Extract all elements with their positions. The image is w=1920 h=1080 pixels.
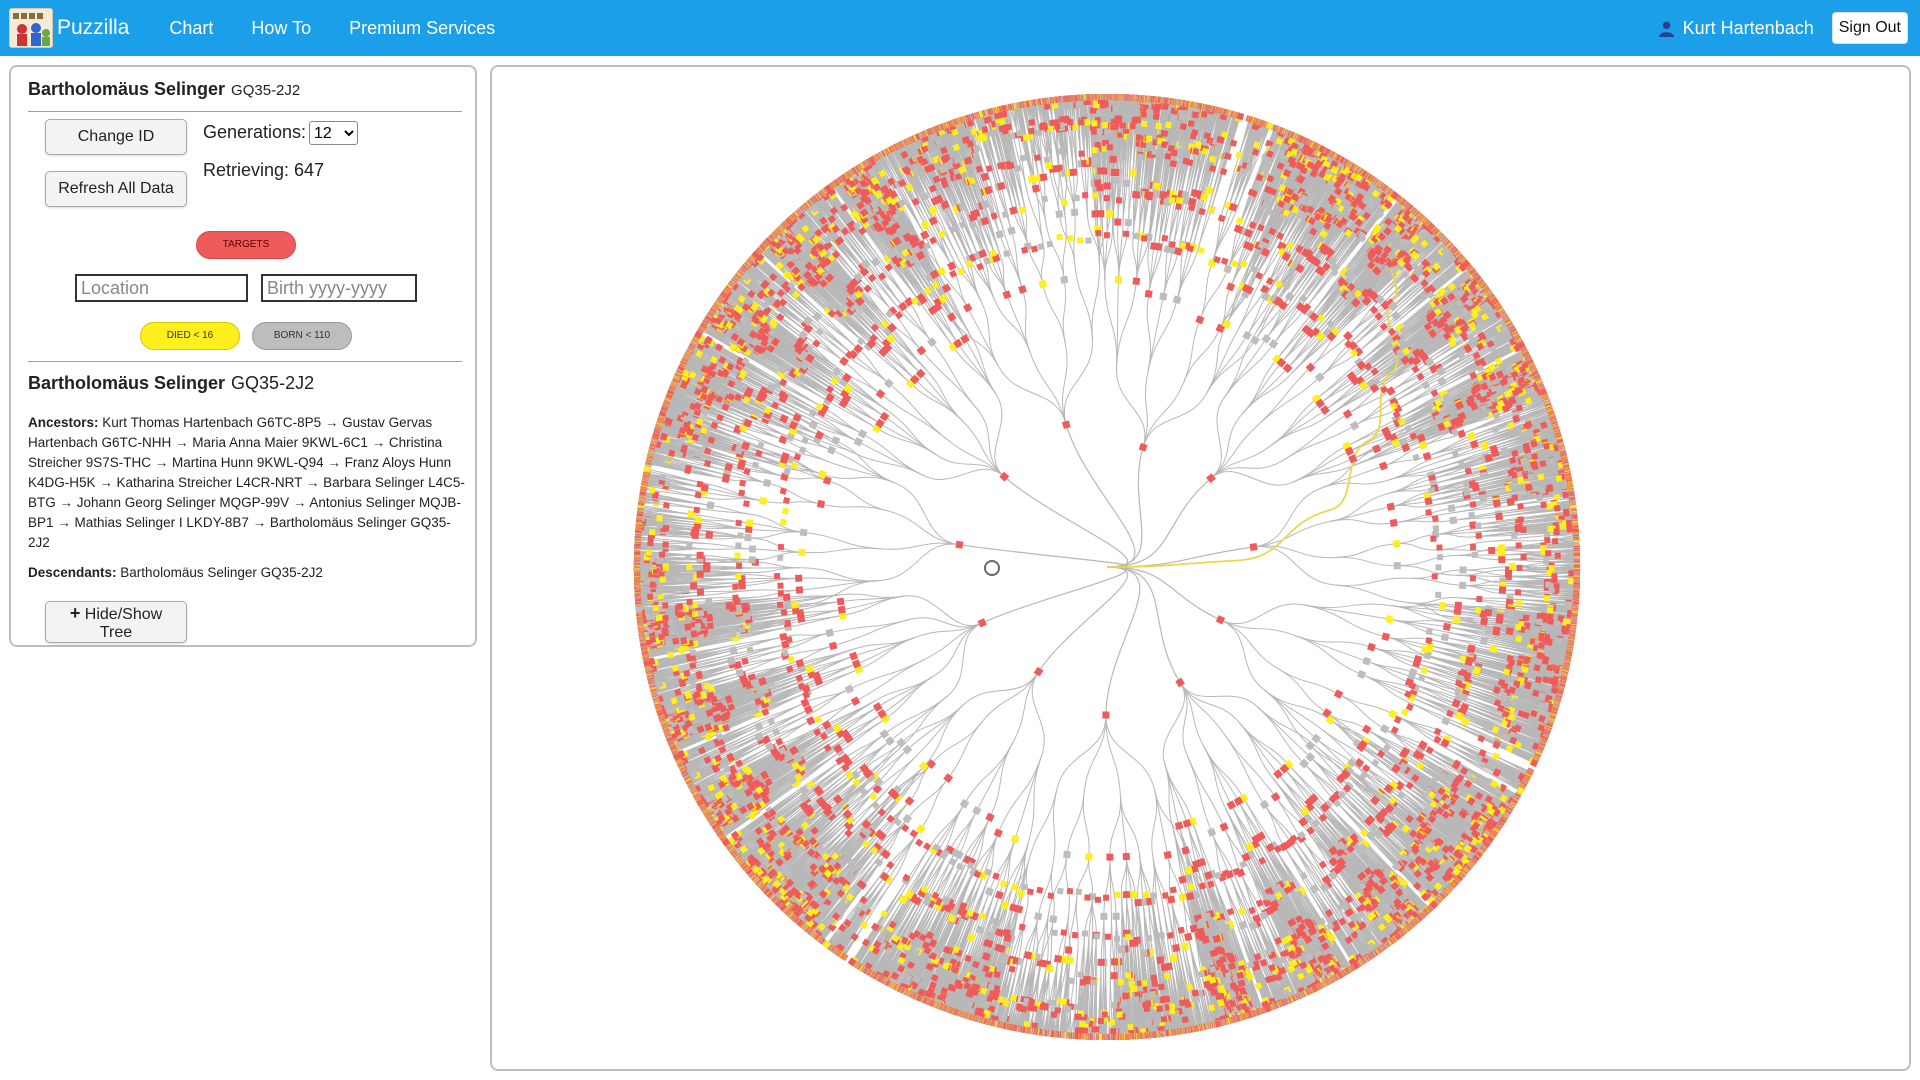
info-panel: Bartholomäus Selinger GQ35-2J2 Change ID …	[9, 65, 477, 647]
tree-link	[701, 590, 755, 592]
user-icon	[1658, 20, 1675, 37]
ancestors-text: Kurt Thomas Hartenbach G6TC-8P5 → Gustav…	[28, 415, 465, 550]
nav-how-to[interactable]: How To	[251, 18, 311, 39]
tree-link	[755, 562, 798, 568]
fan-tree-chart[interactable]	[492, 67, 1909, 1069]
tree-link	[802, 548, 879, 553]
refresh-all-data-button[interactable]: Refresh All Data	[45, 171, 187, 207]
divider	[28, 111, 462, 112]
tree-link	[754, 590, 799, 591]
generations-label: Generations:	[203, 122, 306, 143]
descendants-text: Bartholomäus Selinger GQ35-2J2	[120, 565, 323, 580]
tree-link	[709, 597, 755, 598]
hide-show-tree-label: Hide/Show Tree	[85, 606, 162, 641]
descendants-line: Descendants: Bartholomäus Selinger GQ35-…	[28, 565, 468, 580]
tree-link	[755, 590, 800, 597]
tree-link	[804, 532, 880, 548]
root-person-id: GQ35-2J2	[231, 82, 300, 99]
ancestors-lineage: Ancestors: Kurt Thomas Hartenbach G6TC-8…	[28, 413, 470, 553]
nav-right: Kurt Hartenbach Sign Out	[1658, 0, 1908, 56]
user-menu[interactable]: Kurt Hartenbach	[1658, 18, 1814, 39]
plus-icon: +	[70, 603, 81, 623]
nav-chart[interactable]: Chart	[169, 18, 213, 39]
died-filter-toggle[interactable]: DIED < 16	[140, 322, 240, 350]
top-navbar: Puzzilla Chart How To Premium Services K…	[0, 0, 1920, 56]
brand-name[interactable]: Puzzilla	[57, 16, 129, 40]
tree-link	[752, 552, 802, 560]
targets-toggle[interactable]: TARGETS	[196, 231, 296, 259]
retrieving-status: Retrieving: 647	[203, 160, 324, 181]
born-filter-toggle[interactable]: BORN < 110	[252, 322, 352, 350]
birth-range-input[interactable]	[261, 274, 417, 302]
sign-out-button[interactable]: Sign Out	[1832, 12, 1908, 44]
user-name: Kurt Hartenbach	[1683, 18, 1814, 39]
brand[interactable]: Puzzilla	[9, 8, 129, 48]
selected-person-id: GQ35-2J2	[231, 373, 314, 393]
location-input[interactable]	[75, 274, 248, 302]
tree-link	[959, 545, 1127, 567]
hide-show-tree-button[interactable]: + Hide/Show Tree	[45, 601, 187, 643]
change-id-button[interactable]: Change ID	[45, 119, 187, 155]
generations-select[interactable]: 12	[309, 121, 358, 145]
root-person-name: Bartholomäus Selinger	[28, 79, 225, 99]
descendants-label: Descendants:	[28, 565, 117, 580]
tree-link	[707, 544, 752, 549]
selected-person: Bartholomäus Selinger GQ35-2J2	[28, 373, 314, 394]
puzzilla-logo[interactable]	[9, 8, 53, 48]
selected-person-name: Bartholomäus Selinger	[28, 373, 225, 393]
tree-link	[742, 575, 799, 579]
nav-premium-services[interactable]: Premium Services	[349, 18, 495, 39]
tree-link	[748, 532, 804, 538]
tree-link	[799, 568, 880, 581]
panel-title: Bartholomäus Selinger GQ35-2J2	[28, 79, 300, 100]
tree-link	[694, 583, 743, 584]
descendant-chart-panel[interactable]	[490, 65, 1911, 1071]
divider	[28, 361, 462, 362]
ancestors-label: Ancestors:	[28, 415, 99, 430]
